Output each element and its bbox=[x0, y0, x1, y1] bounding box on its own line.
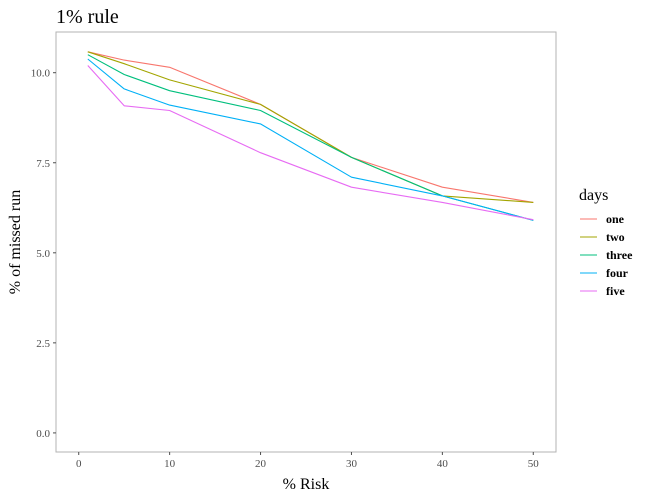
x-tick-label: 40 bbox=[437, 458, 449, 470]
chart-title: 1% rule bbox=[56, 6, 119, 28]
series-layer bbox=[87, 51, 534, 221]
y-tick-label: 2.5 bbox=[36, 338, 50, 350]
x-axis: 0 10 20 30 40 50 bbox=[76, 452, 539, 470]
legend-label-one: one bbox=[606, 212, 625, 226]
x-tick-label: 50 bbox=[528, 458, 540, 470]
y-axis-title: % of missed run bbox=[7, 190, 24, 294]
plot-panel bbox=[55, 31, 557, 453]
y-tick-label: 7.5 bbox=[36, 158, 50, 170]
x-axis-title: % Risk bbox=[283, 476, 330, 493]
series-line-five bbox=[87, 65, 534, 221]
y-tick-label: 0.0 bbox=[36, 428, 50, 440]
series-line-four bbox=[87, 58, 534, 221]
legend-label-three: three bbox=[606, 248, 633, 262]
legend-label-five: five bbox=[606, 284, 625, 298]
x-tick-label: 20 bbox=[255, 458, 267, 470]
y-axis: 0.0 2.5 5.0 7.5 10.0 bbox=[31, 68, 56, 440]
legend-label-four: four bbox=[606, 266, 629, 280]
x-tick-label: 30 bbox=[346, 458, 358, 470]
y-tick-label: 10.0 bbox=[31, 68, 51, 80]
x-tick-label: 0 bbox=[76, 458, 82, 470]
legend-title: days bbox=[579, 187, 608, 204]
legend-label-two: two bbox=[606, 230, 625, 244]
y-tick-label: 5.0 bbox=[36, 248, 50, 260]
legend: days one two three four five bbox=[579, 187, 633, 298]
x-tick-label: 10 bbox=[164, 458, 176, 470]
